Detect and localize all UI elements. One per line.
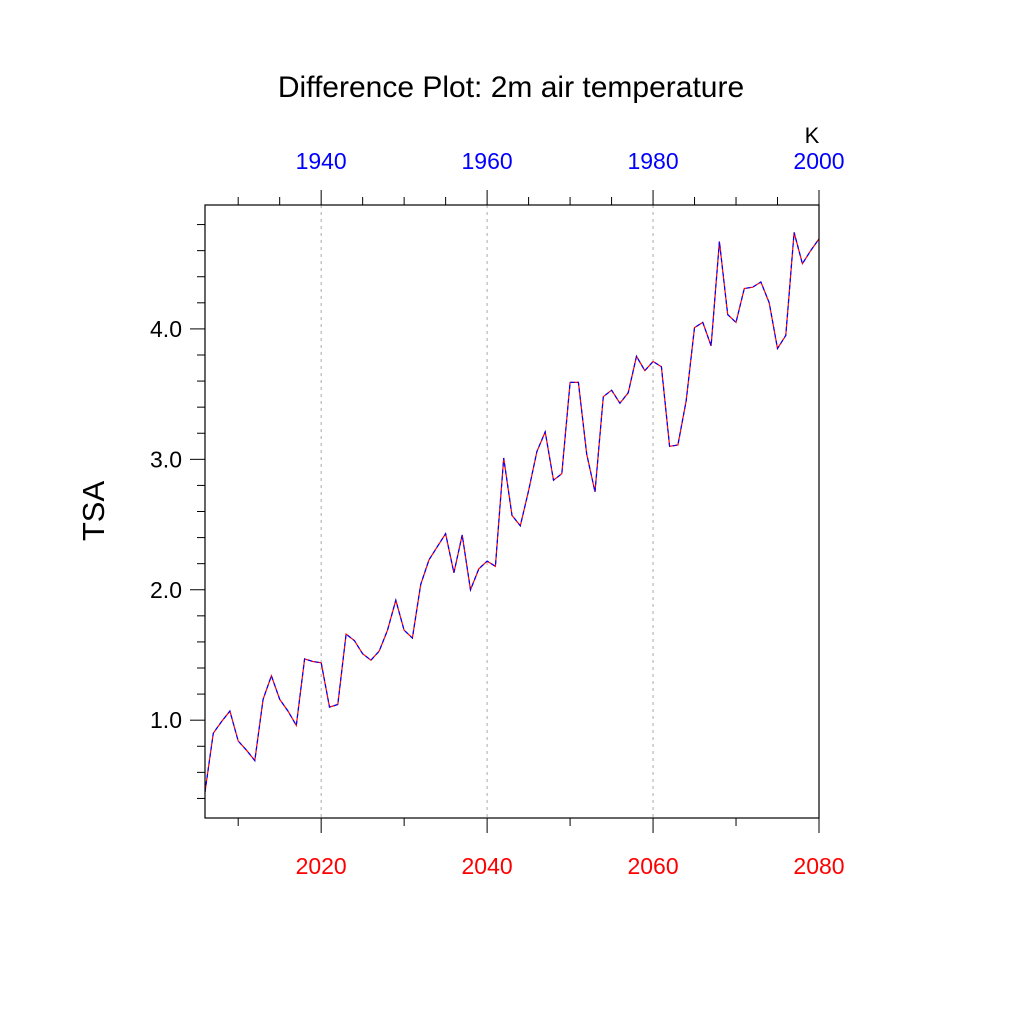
grid-lines (320, 205, 654, 818)
bottom-axis-tick-label: 2060 (627, 853, 678, 879)
series-line-blue (204, 232, 820, 792)
bottom-axis-tick-label: 2040 (462, 853, 513, 879)
series-lines (204, 232, 820, 792)
chart-title: Difference Plot: 2m air temperature (278, 71, 744, 104)
top-axis-tick-label: 1960 (462, 148, 513, 174)
top-axis-tick-label: 2000 (793, 148, 844, 174)
axes: 2020 2040 2060 2080 1940 1960 1980 2000 1.0 2.0 3.… (150, 148, 845, 879)
units-label: K (805, 123, 820, 148)
bottom-axis-tick-label: 2080 (793, 853, 844, 879)
top-axis-tick-label: 1980 (627, 148, 678, 174)
top-axis-tick-label: 1940 (296, 148, 347, 174)
left-axis-tick-label: 2.0 (150, 577, 182, 603)
left-axis-tick-label: 4.0 (150, 316, 182, 342)
y-axis-label: TSA (76, 481, 111, 542)
bottom-axis-tick-label: 2020 (296, 853, 347, 879)
plot-frame (204, 204, 820, 819)
left-axis-tick-label: 1.0 (150, 707, 182, 733)
left-axis-tick-label: 3.0 (150, 446, 182, 472)
